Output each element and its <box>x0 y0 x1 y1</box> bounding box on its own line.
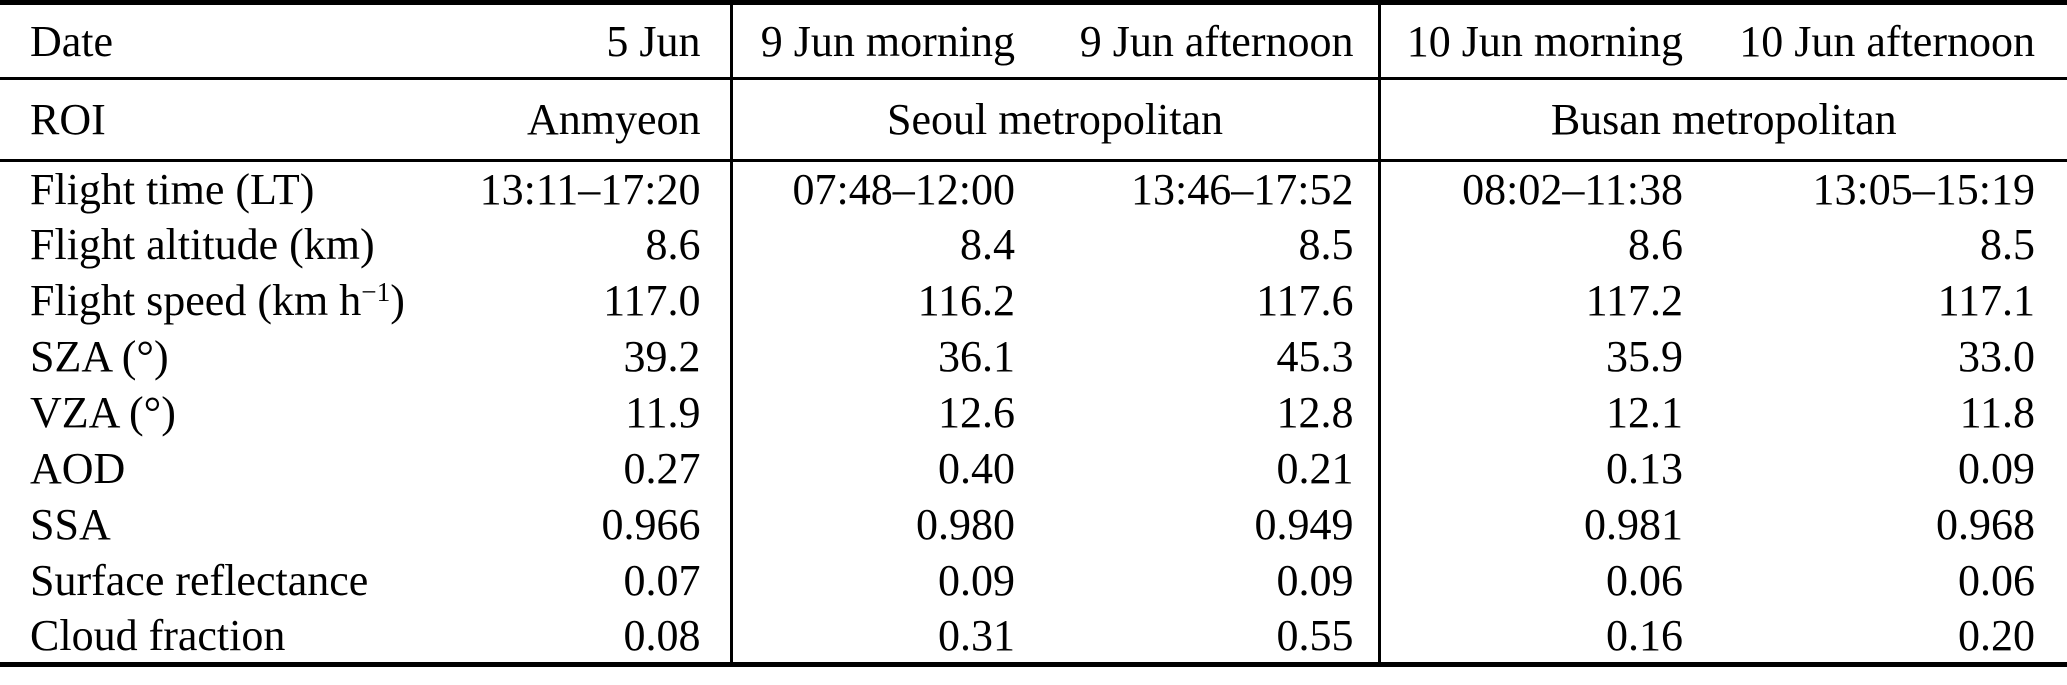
value-cell: 36.1 <box>729 328 1041 385</box>
roi-header-row: ROI Anmyeon Seoul metropolitan Busan met… <box>0 78 2067 162</box>
value-cell: 33.0 <box>1958 332 2035 381</box>
date-cell-5jun: 5 Jun <box>420 2 731 80</box>
value-cell: 8.5 <box>1298 220 1354 269</box>
value-cell: 8.6 <box>1377 216 1709 273</box>
value-cell: 12.8 <box>1276 388 1354 437</box>
row-label: SZA (°) <box>30 332 169 381</box>
unit-superscript: −1 <box>361 277 391 307</box>
roi-cell-anmyeon: Anmyeon <box>420 78 731 162</box>
row-label: VZA (°) <box>30 388 176 437</box>
value-cell: 11.8 <box>1959 388 2035 437</box>
value-cell: 0.08 <box>623 610 701 660</box>
row-label: Flight altitude (km) <box>30 220 375 269</box>
row-label: Flight speed (km h−1) <box>0 273 420 329</box>
value-cell: 13:05–15:19 <box>1812 164 2035 214</box>
value-cell: 08:02–11:38 <box>1377 160 1709 217</box>
value-cell: 12.1 <box>1377 384 1709 441</box>
value-cell: 13:11–17:20 <box>479 164 701 214</box>
value-cell: 35.9 <box>1377 328 1709 385</box>
row-label: Flight time (LT) <box>30 164 315 214</box>
value-cell: 0.06 <box>1377 552 1709 609</box>
value-cell: 0.16 <box>1377 608 1709 665</box>
roi-cell-seoul-metropolitan: Seoul metropolitan <box>729 78 1379 162</box>
date-cell-9jun-morning: 9 Jun morning <box>729 2 1041 80</box>
value-cell: 0.968 <box>1936 500 2035 549</box>
value-cell: 0.55 <box>1276 610 1354 660</box>
value-cell: 117.1 <box>1937 276 2035 325</box>
roi-row-label: ROI <box>0 78 420 162</box>
value-cell: 13:46–17:52 <box>1131 164 1354 214</box>
date-header-row: Date 5 Jun 9 Jun morning 9 Jun afternoon… <box>0 2 2067 80</box>
table-row-sza: SZA (°) 39.2 36.1 45.3 35.9 33.0 <box>0 328 2067 385</box>
row-label-close: ) <box>390 276 405 325</box>
flight-campaign-table: Date 5 Jun 9 Jun morning 9 Jun afternoon… <box>0 0 2067 667</box>
value-cell: 0.31 <box>729 608 1041 665</box>
table-row-cloud-fraction: Cloud fraction 0.08 0.31 0.55 0.16 0.20 <box>0 608 2067 665</box>
value-cell: 0.21 <box>1276 444 1354 493</box>
value-cell: 117.2 <box>1377 272 1709 329</box>
date-cell-9jun-afternoon: 9 Jun afternoon <box>1041 2 1379 80</box>
table-row-flight-altitude: Flight altitude (km) 8.6 8.4 8.5 8.6 8.5 <box>0 216 2067 273</box>
value-cell: 0.40 <box>729 440 1041 497</box>
date-cell-10jun-afternoon: 10 Jun afternoon <box>1709 2 2067 80</box>
value-cell: 0.980 <box>729 496 1041 553</box>
table-row-vza: VZA (°) 11.9 12.6 12.8 12.1 11.8 <box>0 384 2067 441</box>
date-cell-10jun-morning: 10 Jun morning <box>1377 2 1709 80</box>
value-cell: 0.949 <box>1254 500 1354 549</box>
row-label-text: Flight speed (km h <box>30 276 362 325</box>
value-cell: 0.06 <box>1958 556 2035 605</box>
value-cell: 0.966 <box>601 500 701 549</box>
row-label: AOD <box>30 444 126 493</box>
value-cell: 0.09 <box>729 552 1041 609</box>
table-row-flight-time: Flight time (LT) 13:11–17:20 07:48–12:00… <box>0 160 2067 217</box>
value-cell: 07:48–12:00 <box>729 160 1041 217</box>
row-label: Surface reflectance <box>30 556 369 605</box>
value-cell: 117.0 <box>603 276 701 325</box>
value-cell: 12.6 <box>729 384 1041 441</box>
value-cell: 39.2 <box>623 332 701 381</box>
value-cell: 11.9 <box>625 388 701 437</box>
value-cell: 8.6 <box>645 220 701 269</box>
value-cell: 0.13 <box>1377 440 1709 497</box>
table-row-aod: AOD 0.27 0.40 0.21 0.13 0.09 <box>0 440 2067 497</box>
value-cell: 0.09 <box>1276 556 1354 605</box>
value-cell: 0.09 <box>1958 444 2035 493</box>
value-cell: 0.07 <box>623 556 701 605</box>
date-row-label: Date <box>0 2 420 80</box>
row-label: Cloud fraction <box>30 610 286 660</box>
table-row-surface-reflectance: Surface reflectance 0.07 0.09 0.09 0.06 … <box>0 552 2067 609</box>
value-cell: 8.5 <box>1980 220 2035 269</box>
value-cell: 116.2 <box>729 272 1041 329</box>
table-row-ssa: SSA 0.966 0.980 0.949 0.981 0.968 <box>0 496 2067 553</box>
row-label: SSA <box>30 500 111 549</box>
roi-cell-busan-metropolitan: Busan metropolitan <box>1377 78 2067 162</box>
value-cell: 117.6 <box>1256 276 1354 325</box>
table-row-flight-speed: Flight speed (km h−1) 117.0 116.2 117.6 … <box>0 272 2067 329</box>
value-cell: 0.981 <box>1377 496 1709 553</box>
value-cell: 8.4 <box>729 216 1041 273</box>
value-cell: 0.27 <box>623 444 701 493</box>
value-cell: 45.3 <box>1276 332 1354 381</box>
value-cell: 0.20 <box>1958 610 2035 660</box>
